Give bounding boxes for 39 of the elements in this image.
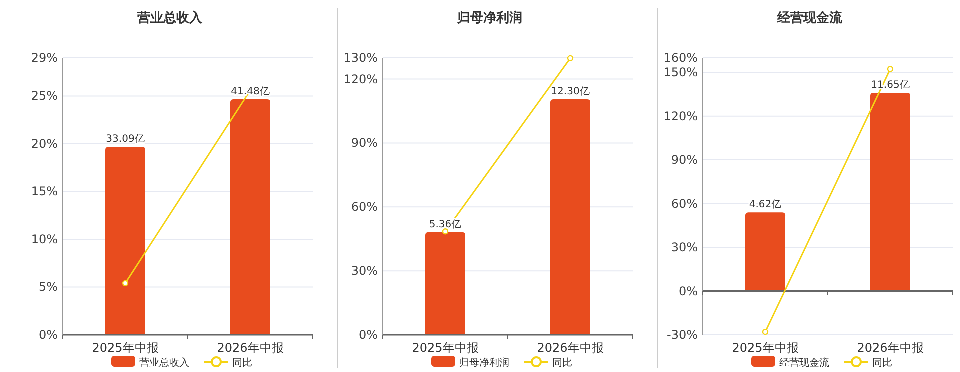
y-tick-label: 15% bbox=[31, 184, 58, 199]
y-tick-label: 10% bbox=[31, 232, 58, 246]
y-tick-label: 150% bbox=[664, 66, 698, 80]
data-label: 4.62亿 bbox=[749, 200, 782, 211]
data-label: 33.09亿 bbox=[106, 134, 145, 146]
legend-label: 同比 bbox=[232, 357, 252, 369]
y-tick-label: 60% bbox=[351, 200, 378, 214]
y-tick-label: 120% bbox=[664, 109, 698, 124]
y-tick-label: 130% bbox=[344, 51, 378, 65]
chart-title: 经营现金流 bbox=[776, 10, 844, 26]
x-tick-label: 2025年中报 bbox=[92, 341, 159, 355]
x-tick-label: 2026年中报 bbox=[537, 341, 604, 355]
x-tick-label: 2025年中报 bbox=[732, 341, 799, 355]
y-tick-label: 60% bbox=[671, 196, 698, 211]
y-tick-label: 25% bbox=[31, 89, 58, 104]
x-tick-label: 2025年中报 bbox=[412, 341, 479, 355]
x-tick-label: 2026年中报 bbox=[217, 341, 284, 355]
chart-title: 归母净利润 bbox=[456, 10, 522, 26]
y-tick-label: -30% bbox=[666, 328, 698, 342]
legend-label: 同比 bbox=[552, 357, 572, 369]
y-tick-label: 160% bbox=[664, 51, 698, 65]
y-tick-label: 0% bbox=[358, 328, 378, 342]
y-tick-label: 20% bbox=[31, 136, 58, 151]
y-tick-label: 90% bbox=[671, 153, 698, 168]
y-tick-label: 30% bbox=[351, 264, 378, 278]
y-tick-label: 120% bbox=[344, 72, 378, 86]
x-tick-label: 2026年中报 bbox=[857, 341, 924, 355]
chart-title: 营业总收入 bbox=[136, 10, 204, 26]
y-tick-label: 5% bbox=[38, 280, 58, 294]
y-tick-label: 90% bbox=[351, 136, 378, 150]
legend-label: 营业总收入 bbox=[140, 357, 190, 369]
y-tick-label: 30% bbox=[671, 240, 698, 255]
legend-label: 同比 bbox=[872, 357, 892, 369]
data-label: 12.30亿 bbox=[551, 86, 590, 98]
legend-label: 归母净利润 bbox=[460, 357, 510, 369]
y-tick-label: 0% bbox=[678, 284, 698, 298]
legend-label: 经营现金流 bbox=[780, 357, 830, 369]
y-tick-label: 29% bbox=[31, 51, 58, 65]
y-tick-label: 0% bbox=[38, 328, 58, 342]
